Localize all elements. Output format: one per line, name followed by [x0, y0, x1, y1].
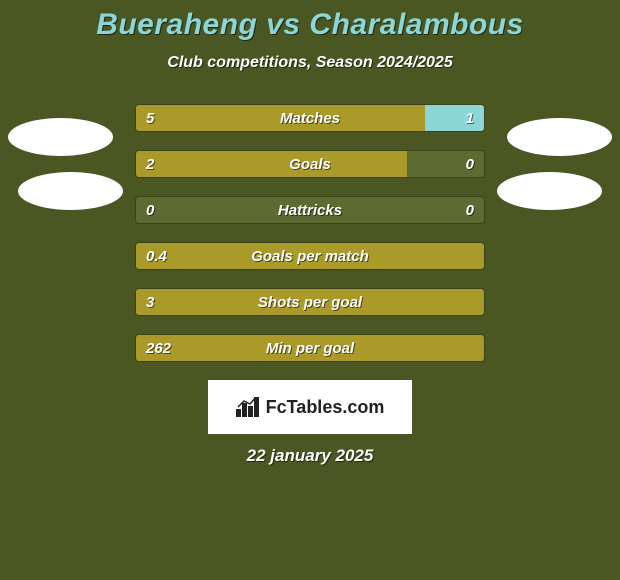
date-label: 22 january 2025	[0, 446, 620, 466]
logo-text: FcTables.com	[266, 397, 385, 418]
metric-label: Hattricks	[136, 197, 484, 223]
metric-row: 2Goals0	[135, 150, 485, 178]
bars-icon	[236, 397, 260, 417]
metric-row: 0Hattricks0	[135, 196, 485, 224]
metric-value-right: 0	[466, 197, 474, 223]
comparison-card: Bueraheng vs Charalambous Club competiti…	[0, 0, 620, 580]
metric-label: Matches	[136, 105, 484, 131]
page-title: Bueraheng vs Charalambous	[0, 8, 620, 42]
avatar-player-left-1	[8, 118, 113, 156]
metric-row: 0.4Goals per match	[135, 242, 485, 270]
avatar-player-right-2	[497, 172, 602, 210]
metric-label: Min per goal	[136, 335, 484, 361]
metric-row: 3Shots per goal	[135, 288, 485, 316]
metric-row: 262Min per goal	[135, 334, 485, 362]
subtitle: Club competitions, Season 2024/2025	[0, 54, 620, 72]
metric-row: 5Matches1	[135, 104, 485, 132]
avatar-player-right-1	[507, 118, 612, 156]
metric-label: Goals	[136, 151, 484, 177]
metric-value-right: 1	[466, 105, 474, 131]
avatar-player-left-2	[18, 172, 123, 210]
metric-label: Goals per match	[136, 243, 484, 269]
source-logo: FcTables.com	[208, 380, 412, 434]
metric-label: Shots per goal	[136, 289, 484, 315]
metric-value-right: 0	[466, 151, 474, 177]
